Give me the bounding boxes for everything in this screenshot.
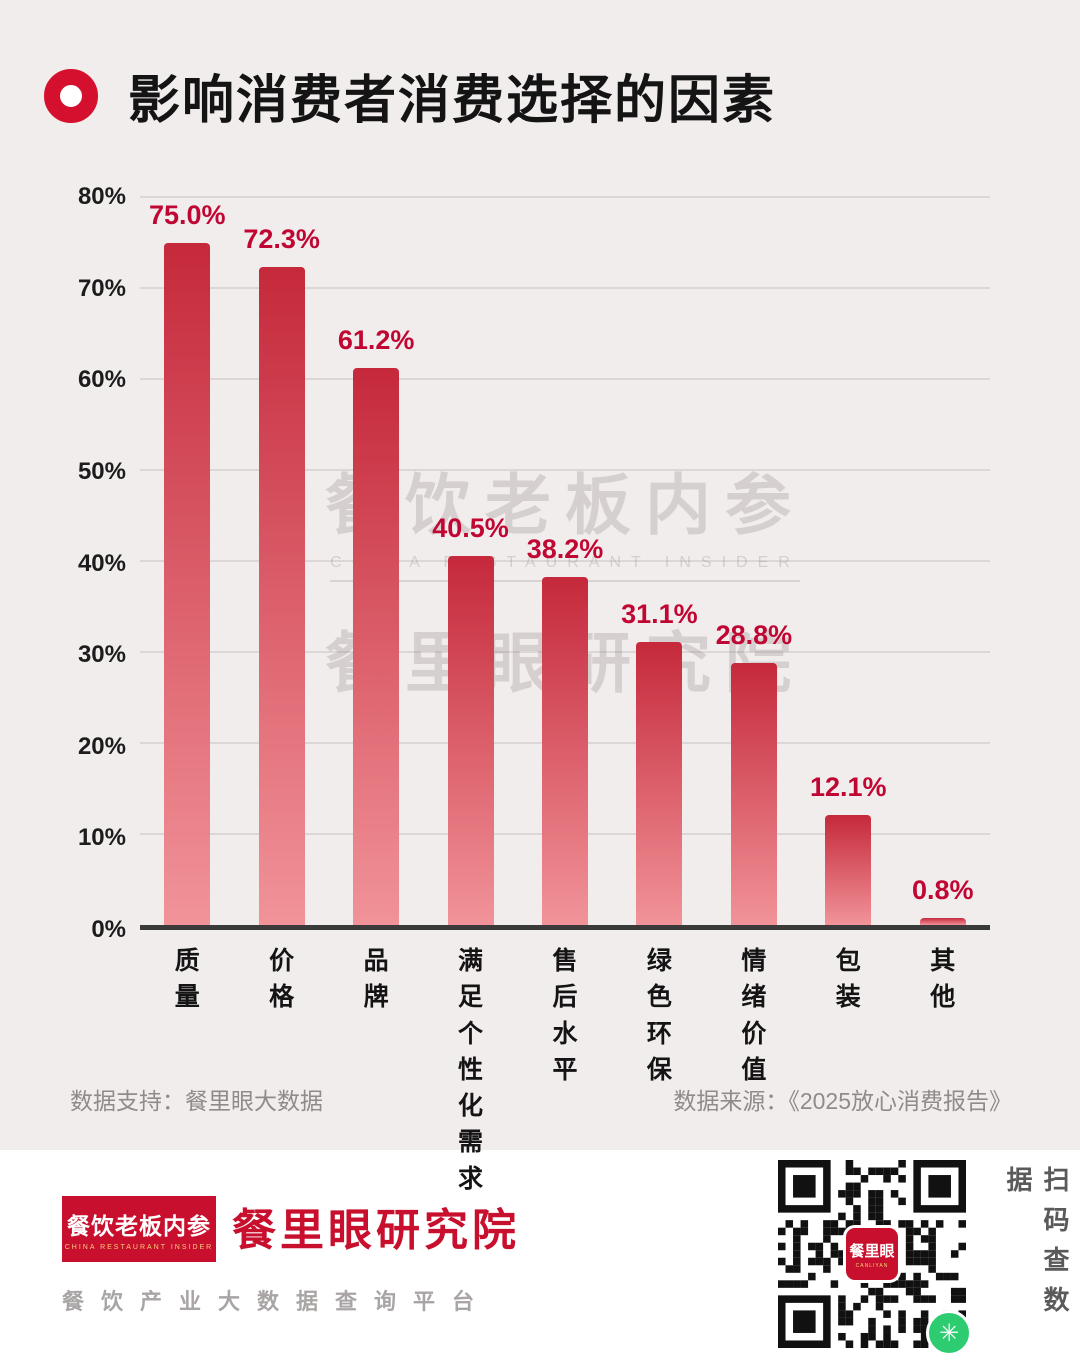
bar-value-label: 0.8% bbox=[911, 874, 974, 905]
x-category-label: 情绪 价值 bbox=[741, 947, 767, 1084]
y-tick-label: 80% bbox=[77, 183, 126, 210]
x-category-label: 绿色 环保 bbox=[646, 947, 672, 1084]
x-category-label: 品牌 bbox=[363, 947, 389, 1012]
scan-hint-text: 扫码查数据 bbox=[1003, 1166, 1070, 1326]
bar bbox=[636, 642, 683, 925]
y-tick-label: 0% bbox=[91, 916, 126, 943]
institute-name: 餐里眼研究院 bbox=[232, 1206, 520, 1255]
bar-value-label: 28.8% bbox=[715, 619, 793, 650]
y-axis: 0% 10% 20% 30% 40% 50% 60% 70% 80% bbox=[0, 183, 126, 943]
bar-column: 12.1% 包装 bbox=[801, 197, 895, 1011]
bar bbox=[919, 917, 966, 925]
bar-value-label: 12.1% bbox=[810, 771, 887, 802]
bar bbox=[730, 662, 777, 925]
title-row: 影响消费者消费选择的因素 bbox=[44, 58, 776, 133]
gridline bbox=[140, 378, 990, 380]
y-tick-label: 40% bbox=[77, 549, 126, 577]
data-source-note: 数据来源：《2025放心消费报告》 bbox=[673, 1088, 1012, 1114]
qr-center-logo: 餐里眼 CANLIYAN bbox=[843, 1225, 901, 1283]
bar bbox=[164, 242, 211, 925]
x-category-label: 售后 水平 bbox=[552, 947, 578, 1084]
bar-column: 38.2% 售后 水平 bbox=[518, 197, 612, 1083]
brand-logo-subtext: CHINA RESTAURANT INSIDER bbox=[64, 1244, 214, 1251]
y-tick-label: 20% bbox=[77, 732, 126, 760]
bar-column: 40.5% 满足 个性化 需求 bbox=[423, 197, 517, 1192]
y-tick-label: 50% bbox=[77, 457, 126, 485]
brand-logo-box: 餐饮老板内参 CHINA RESTAURANT INSIDER bbox=[62, 1196, 216, 1262]
x-category-label: 其他 bbox=[930, 947, 956, 1012]
bar-column: 75.0% 质量 bbox=[140, 197, 234, 1012]
bar-value-label: 61.2% bbox=[337, 325, 415, 356]
qr-code: 餐里眼 CANLIYAN ✳ bbox=[778, 1160, 972, 1356]
x-category-label: 满足 个性化 需求 bbox=[458, 947, 484, 1193]
gridline bbox=[140, 560, 990, 562]
bar-column: 31.1% 绿色 环保 bbox=[612, 197, 706, 1084]
gridline bbox=[140, 469, 990, 471]
data-support-note: 数据支持：餐里眼大数据 bbox=[70, 1088, 323, 1114]
x-category-label: 包装 bbox=[835, 947, 861, 1012]
x-category-label: 价格 bbox=[269, 947, 295, 1012]
bar-value-label: 40.5% bbox=[432, 513, 509, 544]
bar bbox=[258, 267, 305, 925]
bar-value-label: 31.1% bbox=[621, 599, 698, 629]
bar-column: 0.8% 其他 bbox=[896, 197, 990, 1012]
red-ring-icon bbox=[44, 68, 98, 123]
gridline bbox=[140, 287, 990, 289]
bar bbox=[447, 556, 494, 925]
brand-logo-text: 餐饮老板内参 bbox=[67, 1214, 211, 1239]
bar bbox=[353, 368, 400, 925]
bar-column: 61.2% 品牌 bbox=[329, 197, 423, 1011]
page-title: 影响消费者消费选择的因素 bbox=[128, 72, 777, 130]
footer-tagline: 餐饮产业大数据查询平台 bbox=[62, 1289, 492, 1314]
y-tick-label: 70% bbox=[77, 274, 126, 302]
bar-value-label: 75.0% bbox=[148, 199, 226, 230]
bar bbox=[541, 577, 588, 925]
bar-value-label: 38.2% bbox=[526, 534, 604, 565]
y-tick-label: 60% bbox=[77, 366, 126, 394]
footnotes: 数据支持：餐里眼大数据 数据来源：《2025放心消费报告》 bbox=[70, 1082, 1012, 1116]
bars-container: 75.0% 质量 72.3% 价格 61.2% 品牌 40.5% 满足 个性化 需求 38.2%… bbox=[140, 197, 990, 1193]
bar-column: 28.8% 情绪 价值 bbox=[707, 197, 801, 1084]
green-app-icon: ✳ bbox=[926, 1310, 972, 1356]
bar bbox=[825, 814, 872, 925]
x-category-label: 质量 bbox=[174, 947, 200, 1012]
plot-area: 餐饮老板内参 CHINA RESTAURANT INSIDER 餐里眼研究院 7… bbox=[140, 196, 990, 1193]
gridline bbox=[140, 196, 990, 198]
y-tick-label: 30% bbox=[77, 641, 126, 669]
qr-logo-subtext: CANLIYAN bbox=[855, 1262, 889, 1269]
footer: 餐饮老板内参 CHINA RESTAURANT INSIDER 餐里眼研究院 餐… bbox=[0, 1150, 1080, 1365]
y-tick-label: 10% bbox=[77, 824, 126, 852]
bar-column: 72.3% 价格 bbox=[234, 197, 328, 1011]
bar-value-label: 72.3% bbox=[243, 224, 320, 255]
qr-logo-text: 餐里眼 bbox=[849, 1242, 895, 1260]
